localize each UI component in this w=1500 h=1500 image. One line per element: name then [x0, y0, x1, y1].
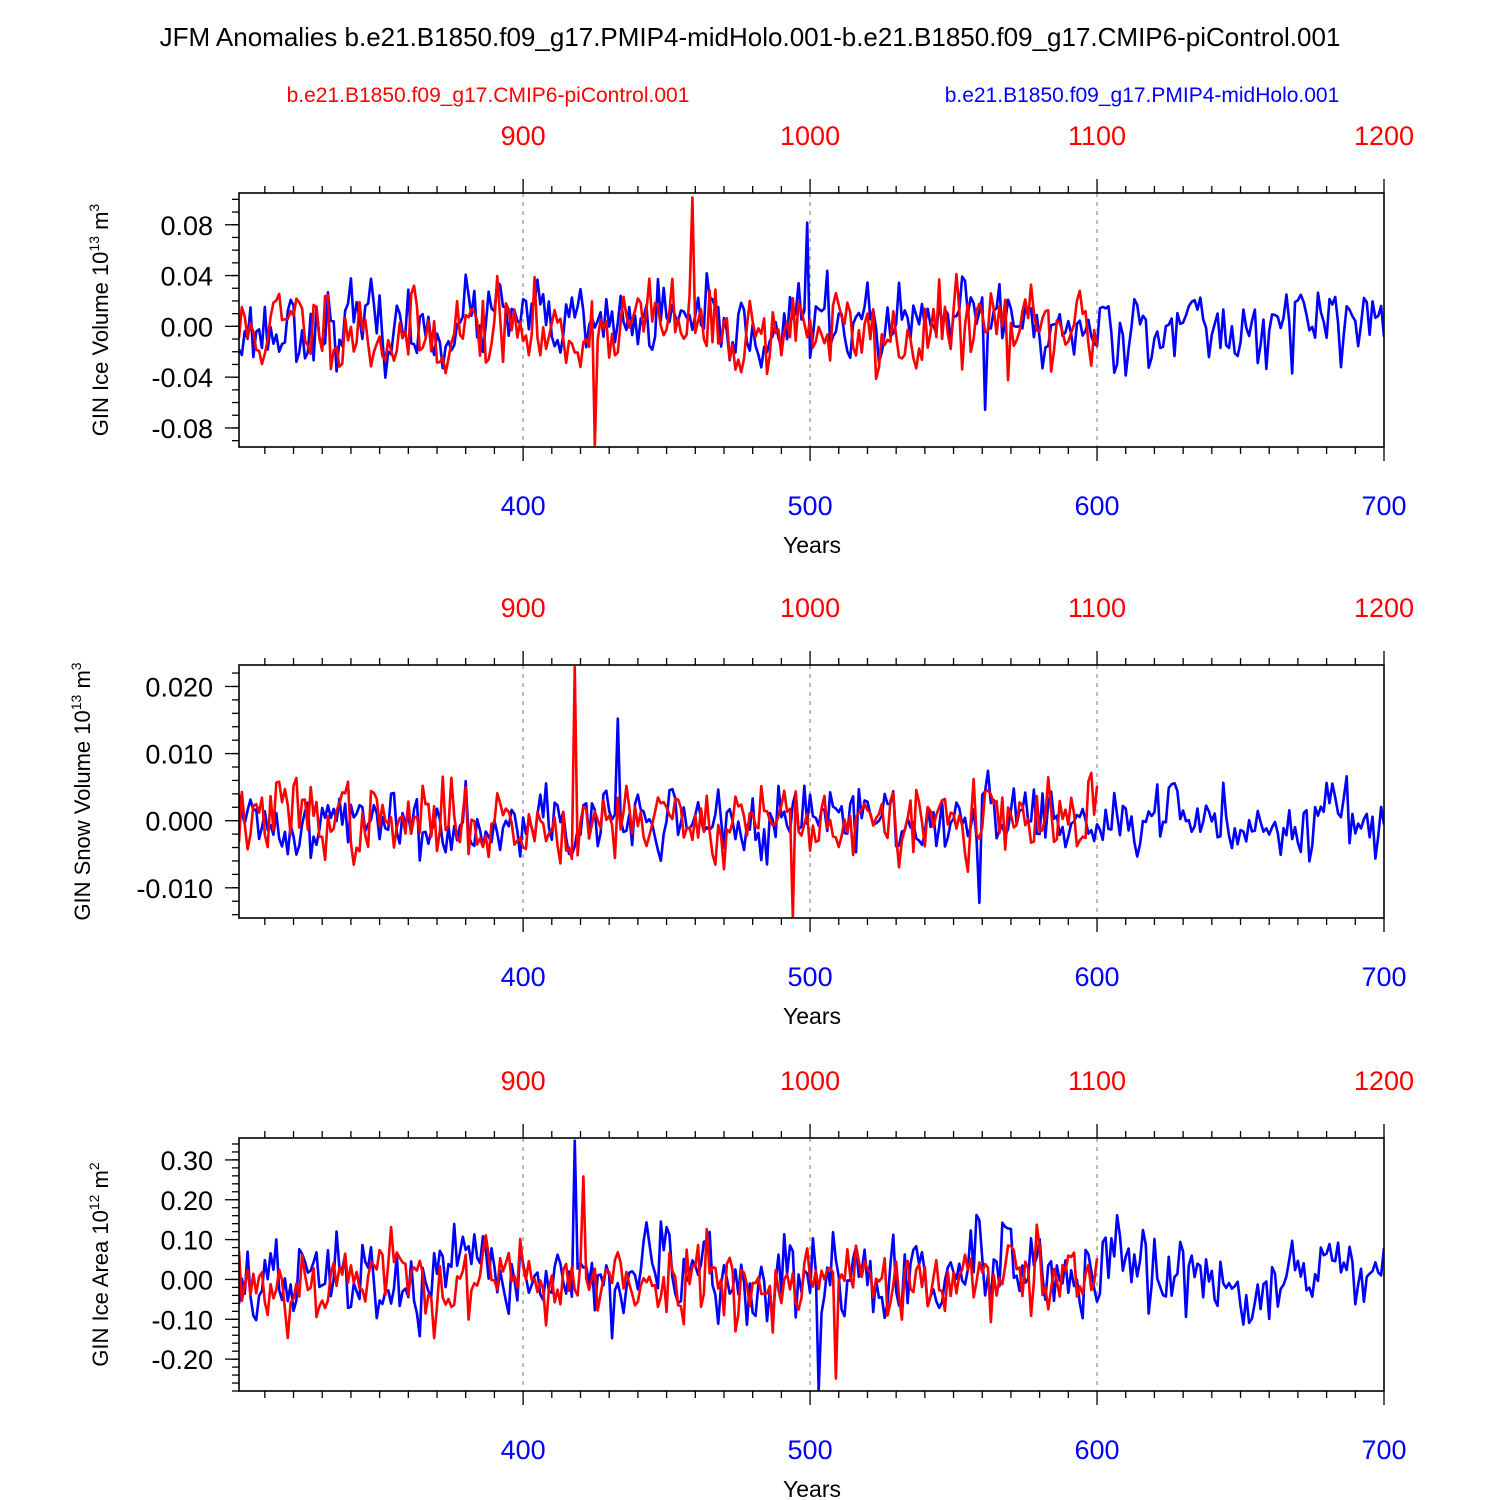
y-tick-label: -0.010 [136, 874, 213, 904]
y-tick-label: 0.00 [160, 312, 213, 342]
panel-1: 400 500 600 700 900 1000 1100 1200 Years -0.08 -0.… [86, 121, 1414, 558]
x-bottom-tick-label: 600 [1075, 962, 1120, 992]
figure-title: JFM Anomalies b.e21.B1850.f09_g17.PMIP4-… [160, 22, 1341, 52]
y-tick-label: -0.04 [151, 363, 213, 393]
y-tick-label: 0.10 [160, 1226, 213, 1256]
y-tick-label: 0.04 [160, 262, 213, 292]
x-top-tick-label: 1100 [1068, 121, 1126, 151]
x-top-tick-label: 1100 [1068, 593, 1126, 623]
series-control-line [239, 665, 1099, 918]
panel-2: 400 500 600 700 900 1000 1100 1200 Years -0.010 0.… [68, 593, 1414, 1029]
x-axis-label: Years [783, 532, 841, 558]
series-group [239, 196, 1384, 447]
x-bottom-tick-label: 400 [501, 1435, 546, 1465]
series-group [239, 665, 1384, 918]
y-axis-label: GIN Snow Volume 1013 m3 [68, 662, 95, 920]
x-bottom-tick-label: 400 [501, 962, 546, 992]
y-tick-label: 0.010 [145, 740, 213, 770]
y-tick-label: 0.30 [160, 1146, 213, 1176]
x-top-tick-label: 1200 [1354, 1066, 1414, 1096]
series-control-line [239, 196, 1099, 447]
series-midholo-line [239, 1139, 1384, 1391]
legend-midholo-label: b.e21.B1850.f09_g17.PMIP4-midHolo.001 [945, 84, 1340, 107]
x-top-tick-label: 1200 [1354, 121, 1414, 151]
y-tick-label: 0.020 [145, 672, 213, 702]
y-tick-label: 0.20 [160, 1186, 213, 1216]
x-top-tick-label: 1100 [1068, 1066, 1126, 1096]
x-bottom-tick-label: 600 [1075, 1435, 1120, 1465]
panels: 400 500 600 700 900 1000 1100 1200 Years -0.08 -0.… [68, 121, 1414, 1500]
x-bottom-tick-label: 600 [1075, 491, 1120, 521]
x-bottom-tick-label: 500 [788, 962, 833, 992]
panel-3: 400 500 600 700 900 1000 1100 1200 Years -0.20 -0.… [86, 1066, 1414, 1500]
plot-frame [238, 664, 1385, 919]
x-bottom-tick-label: 500 [788, 1435, 833, 1465]
y-tick-label: 0.08 [160, 211, 213, 241]
x-bottom-tick-label: 400 [501, 491, 546, 521]
y-axis-label: GIN Ice Volume 1013 m3 [86, 204, 113, 437]
x-bottom-tick-label: 700 [1361, 962, 1406, 992]
x-top-tick-label: 1000 [780, 593, 840, 623]
x-bottom-tick-label: 700 [1361, 491, 1406, 521]
y-tick-label: -0.10 [151, 1305, 213, 1335]
y-tick-label: 0.000 [145, 807, 213, 837]
plot-frame [238, 192, 1385, 448]
plot-frame [238, 1137, 1385, 1392]
y-axis-label: GIN Ice Area 1012 m2 [86, 1162, 113, 1367]
x-top-tick-label: 1200 [1354, 593, 1414, 623]
x-top-tick-label: 1000 [780, 121, 840, 151]
y-tick-label: 0.00 [160, 1265, 213, 1295]
x-top-tick-label: 900 [501, 593, 546, 623]
x-top-tick-label: 1000 [780, 1066, 840, 1096]
x-bottom-tick-label: 700 [1361, 1435, 1406, 1465]
x-top-tick-label: 900 [501, 121, 546, 151]
y-tick-label: -0.20 [151, 1345, 213, 1375]
x-axis-label: Years [783, 1003, 841, 1029]
x-bottom-tick-label: 500 [788, 491, 833, 521]
series-midholo-line [239, 717, 1384, 905]
y-tick-label: -0.08 [151, 414, 213, 444]
series-control-line [239, 1175, 1099, 1380]
x-axis-label: Years [783, 1476, 841, 1500]
legend-control-label: b.e21.B1850.f09_g17.CMIP6-piControl.001 [287, 84, 690, 107]
x-top-tick-label: 900 [501, 1066, 546, 1096]
series-group [239, 1139, 1384, 1391]
